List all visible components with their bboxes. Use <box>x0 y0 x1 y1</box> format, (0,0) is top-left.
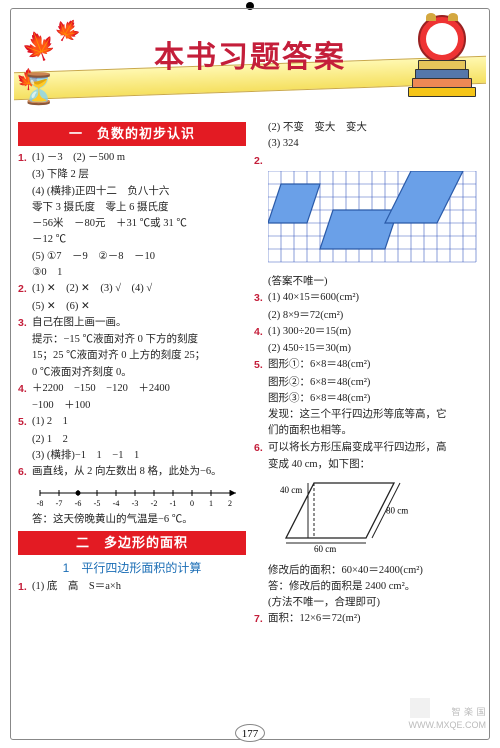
svg-text:-3: -3 <box>132 499 139 508</box>
svg-text:60 cm: 60 cm <box>314 544 336 553</box>
answer-line: (2) 不变 变大 变大 <box>254 120 482 136</box>
right-column: (2) 不变 变大 变大 (3) 324 2. (答案不唯一) 3.(1) 40… <box>254 120 482 720</box>
svg-text:40 cm: 40 cm <box>280 485 302 495</box>
section-1-header: 一 负数的初步认识 <box>18 122 246 146</box>
answer-item: 4.＋2200 −150 −120 ＋2400 <box>18 381 246 397</box>
watermark-text: 智 楽 国 <box>451 705 486 718</box>
answer-item: 1.(1) －3 (2) －500 m <box>18 150 246 166</box>
answer-line: (3) 下降 2 层 <box>18 167 246 183</box>
svg-text:2: 2 <box>228 499 232 508</box>
answer-line: (3) (横排)−1 1 −1 1 <box>18 448 246 464</box>
answer-item: 2.(1) ✕ (2) ✕ (3) √ (4) √ <box>18 281 246 297</box>
page-title: 本书习题答案 <box>0 32 500 76</box>
qr-watermark <box>410 698 430 718</box>
answer-line: 修改后的面积：60×40＝2400(cm²) <box>254 563 482 579</box>
svg-text:0: 0 <box>190 499 194 508</box>
answer-line: (4) (横排)正四十二 负八十六 <box>18 184 246 200</box>
answer-line: (答案不唯一) <box>254 274 482 290</box>
answer-line: (2) 450÷15＝30(m) <box>254 341 482 357</box>
answer-line: (2) 1 2 <box>18 432 246 448</box>
answer-item: 3.自己在图上画一画。 <box>18 315 246 331</box>
svg-text:1: 1 <box>209 499 213 508</box>
answer-item: 2. <box>254 153 482 169</box>
svg-text:-4: -4 <box>113 499 120 508</box>
page-number: 177 <box>235 724 265 742</box>
svg-text:-2: -2 <box>151 499 158 508</box>
answer-line: 们的面积也相等。 <box>254 423 482 439</box>
answer-item: 6.画直线，从 2 向左数出 8 格，此处为−6。 <box>18 464 246 480</box>
answer-line: 图形②：6×8＝48(cm²) <box>254 375 482 391</box>
answer-line: －56米 －80元 ＋31 ℃或 31 ℃ <box>18 216 246 232</box>
answer-line: ③0 1 <box>18 265 246 281</box>
grid-figure <box>268 171 482 271</box>
answer-item: 5.(1) 2 1 <box>18 414 246 430</box>
section-2-header: 二 多边形的面积 <box>18 531 246 555</box>
answer-line: 变成 40 cm，如下图： <box>254 457 482 473</box>
svg-text:80 cm: 80 cm <box>386 506 408 516</box>
answer-line: 答：这天傍晚黄山的气温是−6 ℃。 <box>18 512 246 528</box>
watermark-url: WWW.MXQE.COM <box>409 720 487 730</box>
number-line: -8 -7 -6 -5 -4 -3 -2 -1 0 1 2 <box>32 483 246 509</box>
answer-line: 15；25 ℃液面对齐 0 上方的刻度 25； <box>18 348 246 364</box>
answer-line: (2) 8×9＝72(cm²) <box>254 308 482 324</box>
answer-item: 5.图形①：6×8＝48(cm²) <box>254 357 482 373</box>
content-area: 一 负数的初步认识 1.(1) －3 (2) －500 m (3) 下降 2 层… <box>18 120 482 720</box>
answer-line: 零下 3 摄氏度 零上 6 摄氏度 <box>18 200 246 216</box>
answer-line: (5) ①7 －9 ②－8 －10 <box>18 249 246 265</box>
svg-text:-1: -1 <box>170 499 177 508</box>
answer-line: －12 ℃ <box>18 232 246 248</box>
answer-line: 0 ℃液面对齐刻度 0。 <box>18 365 246 381</box>
answer-line: (5) ✕ (6) ✕ <box>18 299 246 315</box>
answer-line: 图形③：6×8＝48(cm²) <box>254 391 482 407</box>
answer-line: −100 ＋100 <box>18 398 246 414</box>
svg-text:-5: -5 <box>94 499 101 508</box>
answer-item: 3.(1) 40×15＝600(cm²) <box>254 290 482 306</box>
answer-line: 发现：这三个平行四边形等底等高，它 <box>254 407 482 423</box>
left-column: 一 负数的初步认识 1.(1) －3 (2) －500 m (3) 下降 2 层… <box>18 120 246 720</box>
svg-text:-8: -8 <box>37 499 44 508</box>
svg-text:-6: -6 <box>75 499 82 508</box>
answer-line: 答：修改后的面积是 2400 cm²。 <box>254 579 482 595</box>
answer-item: 4.(1) 300÷20＝15(m) <box>254 324 482 340</box>
answer-line: (3) 324 <box>254 136 482 152</box>
parallelogram-figure: 40 cm 80 cm 60 cm <box>268 475 482 559</box>
answer-line: 提示：−15 ℃液面对齐 0 下方的刻度 <box>18 332 246 348</box>
hourglass-icon: ⏳ <box>20 72 57 107</box>
answer-item: 6.可以将长方形压扁变成平行四边形，高 <box>254 440 482 456</box>
answer-line: (方法不唯一，合理即可) <box>254 595 482 611</box>
answer-item: 7.面积：12×6＝72(m²) <box>254 611 482 627</box>
subsection-header: 1 平行四边形面积的计算 <box>18 559 246 578</box>
answer-item: 1.(1) 底 高 S＝a×h <box>18 579 246 595</box>
svg-text:-7: -7 <box>56 499 63 508</box>
